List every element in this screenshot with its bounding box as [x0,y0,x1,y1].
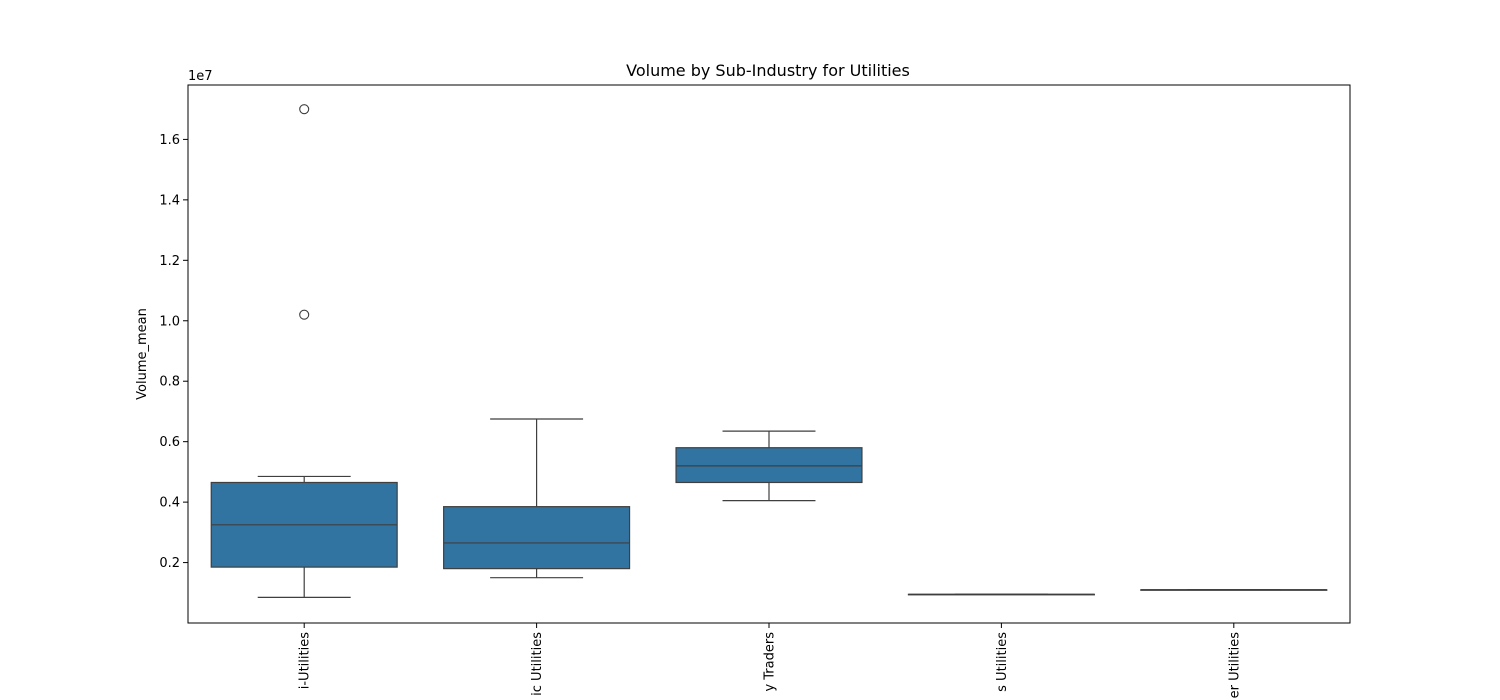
plot-area [210,104,1328,598]
y-tick-label: 1.2 [159,254,180,269]
y-tick-label: 0.4 [159,496,180,511]
y-tick-label: 1.4 [159,193,180,208]
box-group [210,104,398,598]
outlier-point [299,104,310,115]
x-tick-label: i-Utilities [298,632,313,689]
box-iqr [443,506,631,570]
box-group [443,418,631,579]
box-group [675,430,863,502]
y-axis-label: Volume_mean [135,308,150,400]
y-axis-offset-label: 1e7 [188,69,213,84]
y-tick-label: 0.2 [159,556,180,571]
chart-title: Volume by Sub-Industry for Utilities [626,61,910,80]
x-tick-label: ic Utilities [530,632,545,696]
x-tick-label: s Utilities [995,632,1010,692]
y-tick-label: 1.6 [159,133,180,148]
y-tick-label: 1.0 [159,314,180,329]
x-tick-label: y Traders [763,632,778,692]
box-group [1140,589,1328,591]
y-tick-label: 0.8 [159,375,180,390]
outlier-point [299,309,310,320]
x-tick-label: er Utilities [1227,632,1242,699]
y-tick-label: 0.6 [159,435,180,450]
box-group [907,593,1095,596]
box-iqr [675,447,863,484]
